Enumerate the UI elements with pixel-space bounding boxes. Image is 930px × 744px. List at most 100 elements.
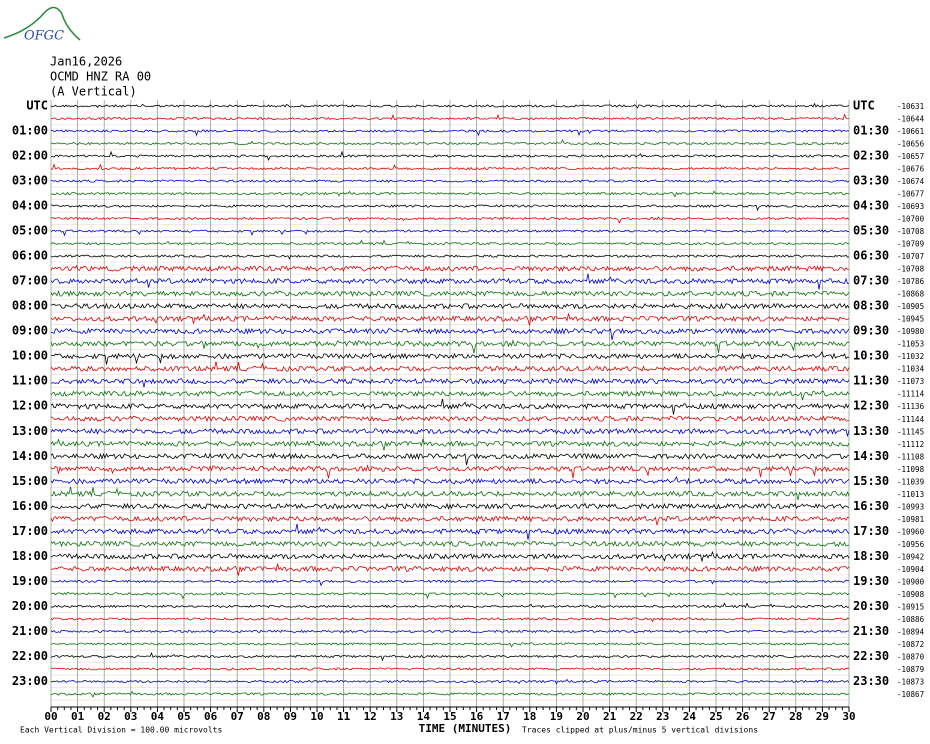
trace-offset: -11034 (897, 365, 925, 374)
x-tick-label: 19 (550, 710, 563, 723)
x-tick-label: 29 (816, 710, 829, 723)
trace (50, 398, 850, 415)
trace (50, 216, 850, 224)
x-tick-label: 04 (151, 710, 165, 723)
trace-offset: -10700 (897, 215, 925, 224)
x-tick-label: 07 (231, 710, 244, 723)
x-tick-label: 25 (709, 710, 722, 723)
right-time-label: 17:30 (853, 524, 889, 538)
trace-offset: -11108 (897, 452, 925, 461)
trace (50, 415, 850, 423)
trace-offset: -10879 (897, 665, 924, 674)
trace (50, 475, 850, 485)
trace-offset: -10709 (897, 240, 924, 249)
trace-offset: -11039 (897, 477, 924, 486)
trace-offset: -10960 (897, 527, 925, 536)
trace-offset: -10656 (897, 140, 925, 149)
right-time-label: 06:30 (853, 249, 889, 263)
trace-offset: -11114 (897, 390, 925, 399)
x-tick-label: 20 (576, 710, 589, 723)
trace-offset: -11098 (897, 465, 925, 474)
trace-offset: -10905 (897, 302, 924, 311)
x-tick-label: 03 (124, 710, 137, 723)
x-tick-label: 05 (177, 710, 190, 723)
x-tick-label: 14 (417, 710, 431, 723)
trace (50, 150, 850, 162)
trace (50, 617, 850, 623)
right-time-label: 04:30 (853, 199, 889, 213)
trace (50, 629, 850, 634)
trace-offset: -10693 (897, 202, 924, 211)
x-tick-label: 10 (310, 710, 323, 723)
left-time-label: 18:00 (12, 549, 48, 563)
left-time-label: 02:00 (12, 149, 48, 163)
trace (51, 102, 850, 109)
logo-text: OFGC (24, 29, 64, 44)
x-tick-label: 13 (390, 710, 403, 723)
left-time-label: 09:00 (12, 324, 48, 338)
left-time-label: 17:00 (12, 524, 48, 538)
trace (50, 264, 850, 273)
left-time-label: 20:00 (12, 599, 48, 613)
trace-offset: -10676 (897, 165, 925, 174)
left-time-label: 11:00 (12, 374, 48, 388)
trace (50, 563, 850, 576)
x-tick-label: 30 (842, 710, 855, 723)
trace (50, 163, 850, 171)
x-tick-label: 17 (497, 710, 510, 723)
trace (50, 667, 850, 671)
trace-offset: -11073 (897, 377, 924, 386)
trace (50, 377, 850, 388)
trace (50, 139, 850, 146)
trace-offset: -10707 (897, 252, 924, 261)
trace-offset: -11144 (897, 415, 925, 424)
left-time-label: 03:00 (12, 174, 48, 188)
trace (50, 642, 850, 648)
trace-offset: -10674 (897, 177, 925, 186)
trace-offset: -10644 (897, 115, 925, 124)
right-time-label: 07:30 (853, 274, 889, 288)
trace (50, 515, 850, 526)
logo-curve (3, 6, 81, 41)
trace (50, 602, 850, 609)
left-time-label: 21:00 (12, 624, 48, 638)
trace-offset: -10657 (897, 152, 924, 161)
trace-offset: -10904 (897, 565, 925, 574)
left-time-label: 04:00 (12, 199, 48, 213)
trace (51, 579, 850, 587)
right-time-label: 03:30 (853, 174, 889, 188)
trace (50, 239, 850, 246)
trace (50, 113, 850, 121)
x-tick-label: 12 (364, 710, 377, 723)
trace-offset: -11032 (897, 352, 924, 361)
left-time-label: 12:00 (12, 399, 48, 413)
left-time-label: 16:00 (12, 499, 48, 513)
trace-offset: -10956 (897, 540, 925, 549)
right-time-label: 11:30 (853, 374, 889, 388)
trace (50, 179, 850, 183)
trace (50, 540, 850, 548)
trace-offset: -11112 (897, 440, 924, 449)
right-time-label: 01:30 (853, 124, 889, 138)
trace (50, 204, 850, 212)
right-time-label: 16:30 (853, 499, 889, 513)
trace-offset: -10908 (897, 590, 925, 599)
trace (50, 313, 850, 326)
left-time-label: 19:00 (12, 574, 48, 588)
trace-offset: -10870 (897, 652, 925, 661)
trace (50, 361, 850, 373)
trace (50, 350, 850, 365)
left-time-label: 15:00 (12, 474, 48, 488)
trace-offset: -10661 (897, 127, 924, 136)
trace (50, 550, 850, 562)
left-time-label: 10:00 (12, 349, 48, 363)
trace-offset: -11013 (897, 490, 924, 499)
trace (50, 438, 850, 451)
right-time-label: 12:30 (853, 399, 889, 413)
right-time-label: 18:30 (853, 549, 889, 563)
x-tick-label: 11 (337, 710, 351, 723)
x-tick-label: 24 (683, 710, 697, 723)
x-tick-label: 18 (523, 710, 536, 723)
trace-offset: -10942 (897, 552, 924, 561)
